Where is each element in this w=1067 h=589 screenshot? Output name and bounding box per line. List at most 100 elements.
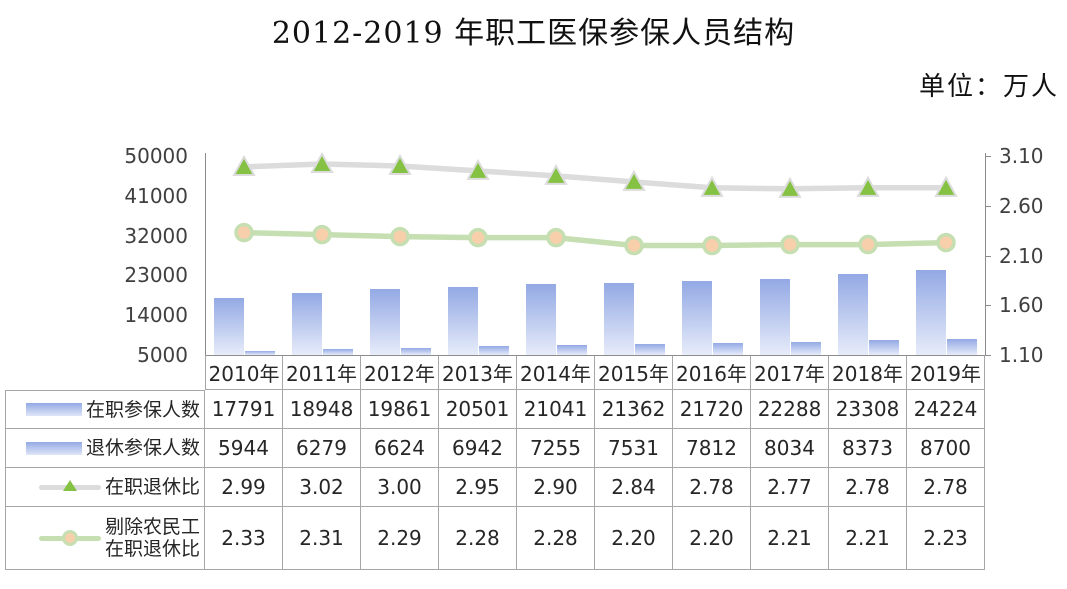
y-left-tick-label: 5000 xyxy=(137,343,188,367)
bar-retired-insured xyxy=(557,345,587,355)
table-value-cell: 2.28 xyxy=(439,507,517,570)
bar-active-insured xyxy=(526,284,556,355)
y-left-tick-label: 32000 xyxy=(124,223,188,248)
y-right-tick-mark xyxy=(985,255,991,257)
circle-marker xyxy=(390,226,410,247)
legend-cell: 退休参保人数 xyxy=(5,429,205,468)
y-left-tick-label: 50000 xyxy=(124,144,188,168)
plot-area xyxy=(205,151,985,355)
table-value-cell: 2.78 xyxy=(907,468,985,507)
table-value-cell: 24224 xyxy=(907,390,985,429)
bar-legend-swatch xyxy=(25,403,82,416)
table-value-cell: 6279 xyxy=(283,429,361,468)
table-value-cell: 21362 xyxy=(595,390,673,429)
bar-retired-insured xyxy=(323,349,353,355)
bar-retired-insured xyxy=(713,342,743,355)
y-right-tick-label: 1.10 xyxy=(999,343,1044,367)
table-value-cell: 8373 xyxy=(829,429,907,468)
legend-label: 剔除农民工 在职退休比 xyxy=(104,516,200,560)
y-axis-left-line xyxy=(205,153,206,355)
legend-label: 在职退休比 xyxy=(104,476,200,498)
circle-marker xyxy=(624,235,644,256)
table-value-cell: 22288 xyxy=(751,390,829,429)
table-value-cell: 7531 xyxy=(595,429,673,468)
table-value-cell: 2.20 xyxy=(595,507,673,570)
bar-active-insured xyxy=(292,293,322,355)
table-value-cell: 6942 xyxy=(439,429,517,468)
circle-marker xyxy=(546,227,566,248)
table-header-row: 2010年 2011年 2012年 2013年 2014年 2015年 2016年 2017年… xyxy=(205,355,985,390)
triangle-marker xyxy=(856,175,880,197)
table-value-cell: 8034 xyxy=(751,429,829,468)
y-right-tick-mark xyxy=(985,355,991,356)
table-value-cell: 2.29 xyxy=(361,507,439,570)
table-value-cell: 18948 xyxy=(283,390,361,429)
year-header-cell: 2019年 xyxy=(907,355,985,390)
triangle-marker xyxy=(466,158,490,180)
y-right-tick-label: 1.60 xyxy=(999,293,1044,318)
y-axis-right-line xyxy=(985,153,986,355)
circle-marker xyxy=(858,234,878,255)
triangle-marker xyxy=(310,151,334,173)
table-row: 在职退休比 2.99 3.02 3.00 2.95 2.90 2.84 2.78 2.77 2.7… xyxy=(5,468,985,507)
data-table: 2010年 2011年 2012年 2013年 2014年 2015年 2016年 2017年… xyxy=(5,355,985,570)
table-value-cell: 2.84 xyxy=(595,468,673,507)
bar-retired-insured xyxy=(635,343,665,355)
circle-marker xyxy=(780,234,800,255)
table-value-cell: 6624 xyxy=(361,429,439,468)
table-value-cell: 17791 xyxy=(205,390,283,429)
adjusted-ratio-line xyxy=(241,229,949,249)
triangle-marker xyxy=(700,175,724,197)
y-left-tick-label: 41000 xyxy=(124,183,188,208)
y-left-tick-label: 23000 xyxy=(124,263,188,288)
bar-legend-swatch xyxy=(25,441,82,455)
year-header-cell: 2012年 xyxy=(361,355,439,390)
year-header-cell: 2018年 xyxy=(829,355,907,390)
table-value-cell: 2.31 xyxy=(283,507,361,570)
table-value-cell: 2.95 xyxy=(439,468,517,507)
year-header-cell: 2014年 xyxy=(517,355,595,390)
table-value-cell: 2.78 xyxy=(673,468,751,507)
bar-active-insured xyxy=(604,282,634,355)
line-series xyxy=(232,151,958,256)
table-value-cell: 2.77 xyxy=(751,468,829,507)
table-value-cell: 2.28 xyxy=(517,507,595,570)
unit-label: 单位：万人 xyxy=(918,72,1059,102)
bar-retired-insured xyxy=(791,341,821,355)
table-value-cell: 2.99 xyxy=(205,468,283,507)
table-value-cell: 2.21 xyxy=(829,507,907,570)
triangle-marker xyxy=(388,153,412,175)
y-left-tick-label: 14000 xyxy=(124,303,188,328)
circle-marker xyxy=(936,232,956,253)
triangle-marker xyxy=(622,169,646,191)
triangle-marker xyxy=(934,175,958,197)
table-value-cell: 23308 xyxy=(829,390,907,429)
year-header-cell: 2010年 xyxy=(205,355,283,390)
y-right-tick-label: 2.60 xyxy=(999,193,1044,218)
legend-cell: 剔除农民工 在职退休比 xyxy=(5,507,205,570)
bar-active-insured xyxy=(370,289,400,355)
triangle-line-legend-swatch xyxy=(38,479,101,495)
table-value-cell: 2.20 xyxy=(673,507,751,570)
circle-marker xyxy=(702,235,722,256)
legend-label: 在职参保人数 xyxy=(85,398,200,421)
y-right-tick-mark xyxy=(985,305,991,307)
table-value-cell: 2.78 xyxy=(829,468,907,507)
table-row: 退休参保人数 5944 6279 6624 6942 7255 7531 7812 8034 83… xyxy=(5,429,985,468)
table-value-cell: 2.21 xyxy=(751,507,829,570)
table-value-cell: 8700 xyxy=(907,429,985,468)
year-header-cell: 2011年 xyxy=(283,355,361,390)
table-value-cell: 2.23 xyxy=(907,507,985,570)
year-header-cell: 2015年 xyxy=(595,355,673,390)
bar-retired-insured xyxy=(869,340,899,355)
legend-label: 退休参保人数 xyxy=(85,437,200,459)
bar-retired-insured xyxy=(947,338,977,355)
legend-cell: 在职参保人数 xyxy=(5,390,205,429)
bar-series xyxy=(205,156,985,355)
legend-cell: 在职退休比 xyxy=(5,468,205,507)
triangle-marker xyxy=(778,176,802,198)
y-right-tick-label: 3.10 xyxy=(999,144,1044,168)
y-right-tick-mark xyxy=(985,205,991,207)
year-header-cell: 2013年 xyxy=(439,355,517,390)
circle-marker xyxy=(312,224,332,245)
